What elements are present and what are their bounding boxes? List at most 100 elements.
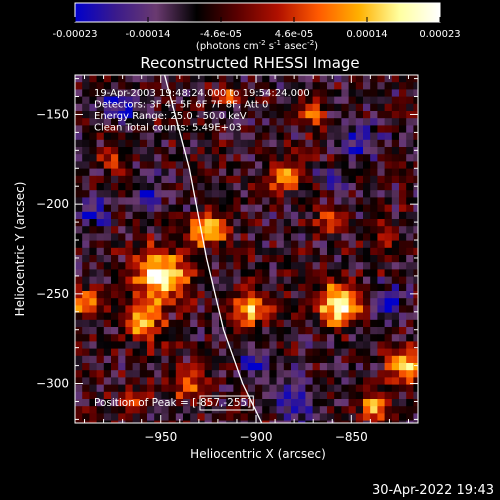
heatmap-cell [103,89,112,97]
heatmap-cell [370,204,378,213]
heatmap-cell [204,399,213,407]
heatmap-cell [413,139,418,148]
heatmap-cell [312,370,321,378]
heatmap-cell [370,391,378,400]
heatmap-cell [183,262,191,270]
heatmap-cell [226,255,234,263]
heatmap-cell [103,233,112,241]
heatmap-cell [247,255,256,263]
heatmap-cell [204,384,213,393]
heatmap-cell [147,125,155,133]
heatmap-cell [348,211,357,220]
heatmap-cell [154,399,162,407]
heatmap-cell [348,406,357,414]
heatmap-cell [118,255,126,263]
heatmap-cell [298,298,306,306]
heatmap-cell [118,269,126,277]
heatmap-cell [355,147,364,155]
heatmap-cell [75,132,83,141]
heatmap-cell [82,319,90,328]
heatmap-cell [283,154,292,162]
heatmap-cell [255,139,263,148]
heatmap-cell [161,204,169,213]
heatmap-cell [204,363,213,371]
heatmap-cell [384,118,393,126]
heatmap-cell [247,219,256,227]
heatmap-cell [391,348,400,357]
heatmap-cell [168,355,177,364]
heatmap-cell [312,161,321,169]
heatmap-cell [276,406,285,414]
heatmap-cell [226,226,234,234]
heatmap-cell [226,240,234,249]
heatmap-cell [341,96,349,105]
heatmap-cell [190,305,198,313]
heatmap-cell [147,391,155,400]
heatmap-cell [363,399,371,407]
heatmap-cell [226,247,234,256]
heatmap-cell [161,413,169,421]
heatmap-cell [168,118,177,126]
heatmap-cell [240,183,249,191]
heatmap-cell [219,147,227,155]
heatmap-cell [240,219,249,227]
heatmap-cell [139,168,148,177]
heatmap-cell [125,154,133,162]
heatmap-cell [226,125,234,133]
axis-ticks: −950 −900 −850−150−200−250−300 [36,75,418,444]
x-tick-label: −950 [144,430,177,444]
heatmap-cell [118,327,126,335]
heatmap-cell [384,204,393,213]
heatmap-cell [341,111,349,119]
heatmap-cell [348,305,357,313]
heatmap-cell [204,305,213,313]
heatmap-cell [291,226,299,234]
heatmap-cell [204,132,213,141]
heatmap-cell [391,298,400,306]
heatmap-cell [291,118,299,126]
heatmap-cell [377,168,385,177]
heatmap-cell [211,204,220,213]
heatmap-cell [298,262,306,270]
heatmap-cell [399,276,407,285]
heatmap-cell [233,111,241,119]
heatmap-cell [211,305,220,313]
annotation-line: Detectors: 3F 4F 5F 6F 7F 8F, Att 0 [94,100,268,111]
heatmap-cell [197,384,205,393]
heatmap-cell [355,89,364,97]
heatmap-cell [406,377,414,385]
heatmap-cell [255,384,263,393]
heatmap-cell [75,406,83,414]
heatmap-cell [384,399,393,407]
heatmap-cell [355,341,364,349]
heatmap-cell [247,132,256,141]
heatmap-cell [154,111,162,119]
heatmap-cell [377,219,385,227]
heatmap-cell [319,125,328,133]
heatmap-cell [233,247,241,256]
heatmap-cell [305,111,313,119]
heatmap-cell [399,363,407,371]
heatmap-cell [75,298,83,306]
heatmap-cell [103,125,112,133]
heatmap-cell [255,154,263,162]
heatmap-cell [348,363,357,371]
heatmap-cell [75,312,83,321]
heatmap-cell [132,183,141,191]
heatmap-cell [283,291,292,299]
heatmap-cell [154,334,162,342]
heatmap-cell [111,139,119,148]
heatmap-cell [355,406,364,414]
heatmap-cell [161,211,169,220]
heatmap-cell [413,197,418,205]
heatmap-cell [247,190,256,198]
heatmap-cell [154,75,162,83]
heatmap-cell [298,118,306,126]
heatmap-cell [118,399,126,407]
heatmap-cell [175,89,184,97]
heatmap-cell [413,384,418,393]
heatmap-cell [139,384,148,393]
heatmap-cell [276,204,285,213]
heatmap-cell [255,118,263,126]
heatmap-cell [283,319,292,328]
